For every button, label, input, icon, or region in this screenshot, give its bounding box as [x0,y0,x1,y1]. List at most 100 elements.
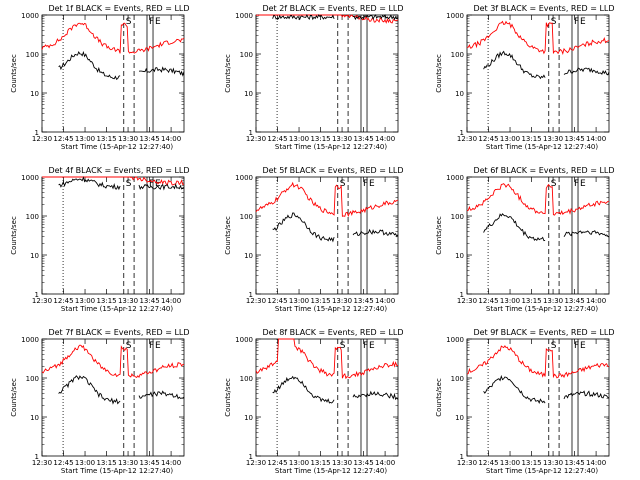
marker-label: S [126,179,132,189]
lld-series-line [42,176,185,186]
y-axis-label: Counts/sec [224,54,232,93]
x-tick-label: 14:00 [161,459,181,467]
events-series-line [58,375,185,405]
plot-frame [255,338,399,457]
lld-series-line [466,345,610,379]
y-tick-label: 100 [240,375,253,383]
y-tick-label: 1000 [446,12,464,20]
lld-series-line [466,20,610,55]
y-tick-label: 10 [455,414,464,422]
x-tick-label: 13:00 [75,297,95,305]
x-axis-label: Start Time (15-Apr-12 12:27:40) [61,143,173,151]
y-axis-label: Counts/sec [224,216,232,255]
events-series-line [483,213,610,242]
x-tick-label: 13:45 [564,297,584,305]
y-tick-label: 1 [35,453,39,461]
y-tick-label: 1000 [446,336,464,344]
y-tick-label: 1000 [235,336,253,344]
x-axis-label: Start Time (15-Apr-12 12:27:40) [275,467,387,475]
x-tick-label: 13:15 [521,135,541,143]
marker-label: S [340,341,346,351]
panel-title: Det 5f BLACK = Events, RED = LLD [262,166,403,175]
marker-label: E [580,17,586,27]
panel-title: Det 3f BLACK = Events, RED = LLD [473,4,614,13]
lld-series-line [41,344,185,379]
y-tick-label: 1000 [446,174,464,182]
lld-series-line [255,338,399,380]
y-tick-label: 100 [451,213,464,221]
y-tick-label: 10 [244,252,253,260]
y-tick-label: 10 [30,414,39,422]
marker-label: E [155,341,161,351]
panel-5: Det 5f BLACK = Events, RED = LLD 1 10 100 10… [224,166,404,313]
marker-label: E [369,341,375,351]
x-tick-label: 14:00 [375,459,395,467]
y-tick-label: 1 [460,291,464,299]
panel-title: Det 7f BLACK = Events, RED = LLD [48,328,189,337]
y-tick-label: 1000 [235,12,253,20]
plot-frame [466,176,610,295]
y-tick-label: 1000 [235,174,253,182]
panel-6: Det 6f BLACK = Events, RED = LLD 1 10 100 10… [435,166,615,313]
y-tick-label: 10 [30,252,39,260]
marker-label: F [574,179,579,189]
x-tick-label: 13:15 [96,135,116,143]
y-axis-label: Counts/sec [435,216,443,255]
x-axis-label: Start Time (15-Apr-12 12:27:40) [486,143,598,151]
x-tick-label: 13:45 [139,135,159,143]
x-axis-label: Start Time (15-Apr-12 12:27:40) [275,143,387,151]
x-tick-label: 12:45 [267,297,287,305]
y-tick-label: 100 [26,51,39,59]
panel-1: Det 1f BLACK = Events, RED = LLD 1 10 100 10… [10,4,190,151]
x-tick-label: 13:30 [543,297,563,305]
x-tick-label: 12:30 [457,135,477,143]
x-tick-label: 13:45 [139,459,159,467]
x-tick-label: 13:00 [75,135,95,143]
x-axis-label: Start Time (15-Apr-12 12:27:40) [486,305,598,313]
x-tick-label: 13:00 [289,297,309,305]
panel-title: Det 8f BLACK = Events, RED = LLD [262,328,403,337]
marker-label: F [363,179,368,189]
panel-title: Det 4f BLACK = Events, RED = LLD [48,166,189,175]
y-axis-label: Counts/sec [224,378,232,417]
x-tick-label: 13:15 [310,297,330,305]
x-tick-label: 13:45 [139,297,159,305]
y-tick-label: 100 [26,375,39,383]
marker-label: F [574,341,579,351]
x-tick-label: 14:00 [161,135,181,143]
x-tick-label: 14:00 [375,135,395,143]
panel-9: Det 9f BLACK = Events, RED = LLD 1 10 100 10… [435,328,615,475]
x-tick-label: 12:30 [246,297,266,305]
x-tick-label: 12:45 [53,135,73,143]
x-tick-label: 13:00 [500,135,520,143]
events-series-line [272,375,399,404]
marker-label: E [369,179,375,189]
x-tick-label: 13:45 [353,135,373,143]
y-tick-label: 1 [460,453,464,461]
y-tick-label: 10 [455,252,464,260]
lld-series-line [255,181,399,218]
x-tick-label: 13:00 [500,297,520,305]
x-tick-label: 12:30 [32,135,52,143]
x-tick-label: 13:30 [332,135,352,143]
lld-series-line [466,183,610,216]
y-tick-label: 1 [249,291,253,299]
events-series-line [58,176,185,191]
marker-label: E [580,341,586,351]
y-tick-label: 1000 [21,12,39,20]
panel-title: Det 9f BLACK = Events, RED = LLD [473,328,614,337]
x-tick-label: 12:45 [267,135,287,143]
x-tick-label: 12:30 [457,459,477,467]
plot-frame [466,14,610,133]
marker-label: S [126,341,132,351]
y-tick-label: 100 [26,213,39,221]
y-tick-label: 10 [244,414,253,422]
x-tick-label: 13:00 [289,135,309,143]
x-tick-label: 14:00 [586,135,606,143]
y-axis-label: Counts/sec [10,216,18,255]
x-tick-label: 12:45 [53,459,73,467]
x-tick-label: 14:00 [586,459,606,467]
y-tick-label: 100 [451,51,464,59]
panel-4: Det 4f BLACK = Events, RED = LLD 1 10 100 10… [10,166,190,313]
x-axis-label: Start Time (15-Apr-12 12:27:40) [275,305,387,313]
